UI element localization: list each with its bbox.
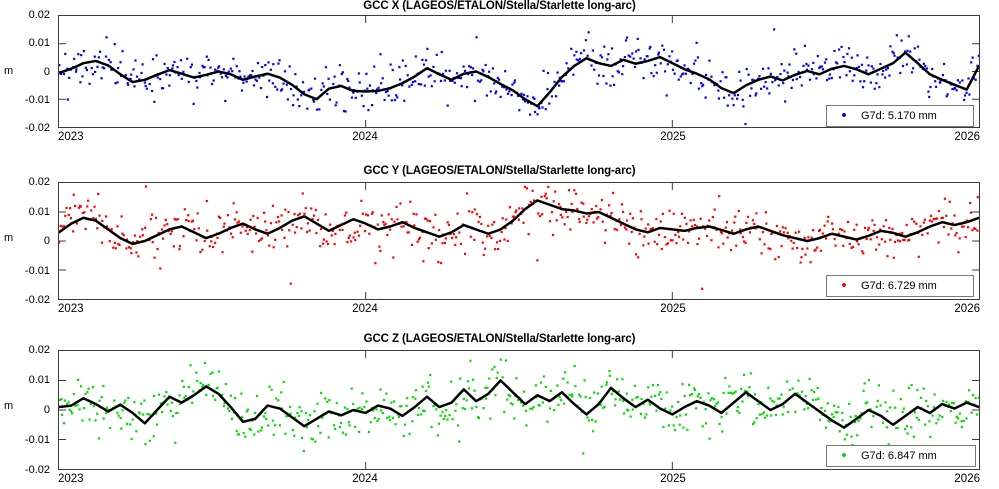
xtick-gcc-y-1: 2024 [352, 303, 378, 315]
y-axis-label-gcc-x: m [4, 65, 14, 77]
xtick-gcc-x-0: 2023 [58, 131, 84, 143]
ytick-gcc-z-2: 0 [43, 404, 50, 416]
xtick-gcc-x-2: 2025 [660, 131, 686, 143]
plot-canvas-gcc-y [59, 183, 979, 299]
xtick-gcc-y-2: 2025 [660, 303, 686, 315]
legend-gcc-y[interactable]: • G7d: 6.729 mm [826, 275, 974, 297]
ytick-gcc-y-2: 0 [43, 235, 50, 247]
panel-title-gcc-y: GCC Y (LAGEOS/ETALON/Stella/Starlette lo… [363, 165, 636, 177]
ytick-gcc-z-3: -0.01 [24, 434, 50, 446]
ytick-gcc-z-4: -0.02 [24, 464, 50, 476]
legend-label-gcc-y: G7d: 6.729 mm [861, 280, 937, 292]
y-axis-label-gcc-z: m [4, 400, 14, 412]
xtick-gcc-z-0: 2023 [58, 473, 84, 485]
plot-canvas-gcc-x [59, 16, 979, 127]
panel-title-gcc-x: GCC X (LAGEOS/ETALON/Stella/Starlette lo… [363, 0, 636, 12]
xtick-gcc-z-3: 2026 [954, 473, 980, 485]
xtick-gcc-x-1: 2024 [352, 131, 378, 143]
xtick-gcc-x-3: 2026 [954, 131, 980, 143]
ytick-gcc-y-4: -0.02 [24, 294, 50, 306]
panel-gcc-y: GCC Y (LAGEOS/ETALON/Stella/Starlette lo… [0, 165, 999, 330]
y-axis-label-gcc-y: m [4, 232, 14, 244]
xtick-gcc-y-3: 2026 [954, 303, 980, 315]
panel-gcc-z: GCC Z (LAGEOS/ETALON/Stella/Starlette lo… [0, 333, 999, 489]
ytick-gcc-x-1: 0.01 [28, 37, 50, 49]
ytick-gcc-z-1: 0.01 [28, 374, 50, 386]
legend-label-gcc-z: G7d: 6.847 mm [861, 450, 937, 462]
ytick-gcc-x-0: 0.02 [28, 9, 50, 21]
plot-canvas-gcc-z [59, 351, 979, 469]
ytick-gcc-z-0: 0.02 [28, 344, 50, 356]
ytick-gcc-x-2: 0 [43, 65, 50, 78]
legend-gcc-x[interactable]: • G7d: 5.170 mm [826, 105, 974, 127]
xtick-gcc-y-0: 2023 [58, 303, 84, 315]
legend-label-gcc-x: G7d: 5.170 mm [861, 110, 937, 122]
ytick-gcc-y-1: 0.01 [28, 205, 50, 218]
panel-gcc-x: GCC X (LAGEOS/ETALON/Stella/Starlette lo… [0, 0, 999, 160]
xtick-gcc-z-1: 2024 [352, 473, 378, 485]
xtick-gcc-z-2: 2025 [660, 473, 686, 485]
ytick-gcc-x-4: -0.02 [24, 122, 50, 134]
ytick-gcc-x-3: -0.01 [24, 94, 50, 106]
ytick-gcc-y-3: -0.01 [24, 264, 50, 277]
legend-gcc-z[interactable]: • G7d: 6.847 mm [826, 445, 976, 467]
ytick-gcc-y-0: 0.02 [28, 176, 50, 188]
panel-title-gcc-z: GCC Z (LAGEOS/ETALON/Stella/Starlette lo… [363, 333, 636, 345]
